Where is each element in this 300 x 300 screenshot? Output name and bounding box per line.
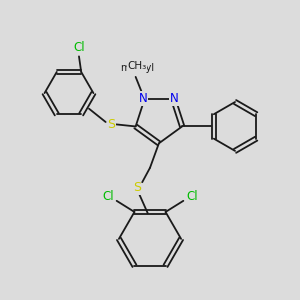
Text: N: N: [170, 92, 179, 105]
Text: methyl: methyl: [120, 63, 154, 73]
Text: S: S: [133, 181, 141, 194]
Text: Cl: Cl: [186, 190, 198, 203]
Text: S: S: [107, 118, 115, 131]
Text: Cl: Cl: [102, 190, 114, 203]
Text: Cl: Cl: [73, 41, 85, 54]
Text: N: N: [139, 92, 148, 105]
Text: CH₃: CH₃: [127, 61, 146, 71]
